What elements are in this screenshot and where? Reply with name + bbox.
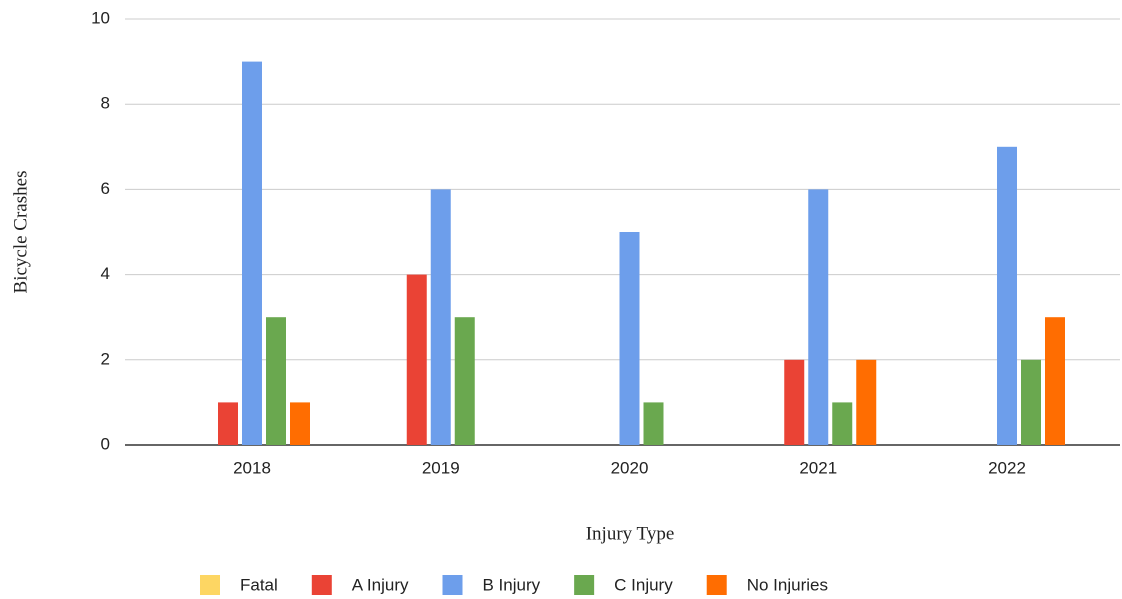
- legend-label: C Injury: [614, 575, 673, 594]
- legend-label: B Injury: [483, 575, 541, 594]
- bar: [266, 317, 286, 445]
- x-tick-label: 2020: [611, 458, 649, 477]
- legend-swatch: [200, 575, 220, 595]
- bar: [784, 359, 805, 445]
- legend-swatch: [574, 575, 595, 595]
- x-tick-label: 2022: [988, 458, 1026, 477]
- y-tick-label: 8: [101, 94, 110, 113]
- y-tick-label: 2: [101, 349, 110, 368]
- bar: [406, 274, 427, 445]
- bar: [643, 402, 664, 445]
- x-tick-label: 2021: [799, 458, 837, 477]
- bar: [856, 359, 877, 445]
- legend-swatch: [442, 575, 463, 595]
- bar: [430, 189, 451, 445]
- x-axis-title: Injury Type: [586, 523, 675, 544]
- x-tick-label: 2019: [422, 458, 460, 477]
- y-axis-title: Bicycle Crashes: [10, 171, 31, 294]
- legend-label: Fatal: [240, 575, 278, 594]
- legend-swatch: [706, 575, 727, 595]
- bar: [218, 402, 238, 445]
- bar: [1021, 359, 1041, 445]
- bar: [1045, 317, 1065, 445]
- bar: [832, 402, 853, 445]
- bar: [808, 189, 829, 445]
- x-tick-label: 2018: [233, 458, 271, 477]
- bar: [290, 402, 310, 445]
- bar: [619, 232, 640, 445]
- legend-label: No Injuries: [747, 575, 828, 594]
- y-tick-label: 6: [101, 179, 110, 198]
- legend-swatch: [311, 575, 332, 595]
- bar: [454, 317, 475, 445]
- bar: [242, 61, 262, 445]
- y-tick-label: 0: [101, 434, 110, 453]
- y-tick-label: 10: [91, 8, 110, 27]
- bar: [997, 146, 1017, 446]
- y-tick-label: 4: [101, 264, 110, 283]
- legend-label: A Injury: [352, 575, 409, 594]
